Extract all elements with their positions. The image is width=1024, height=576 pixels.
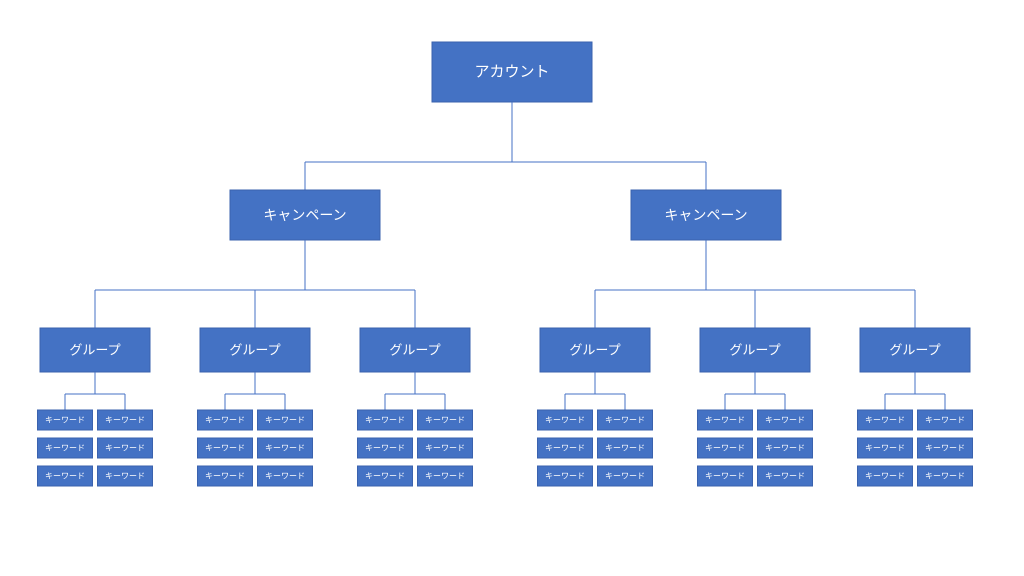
group-node-1-0: グループ: [540, 328, 650, 372]
keyword-node-0-0-1-1: キーワード: [98, 438, 153, 458]
keyword-node-0-2-0-0: キーワード: [358, 410, 413, 430]
keyword-node-0-0-1-0: キーワード: [38, 438, 93, 458]
group-node-0-0-label: グループ: [69, 343, 120, 358]
keyword-node-1-2-2-1-label: キーワード: [925, 472, 965, 481]
group-node-1-2: グループ: [860, 328, 970, 372]
keyword-node-0-0-2-1: キーワード: [98, 466, 153, 486]
keyword-node-0-2-2-1: キーワード: [418, 466, 473, 486]
account-node: アカウント: [432, 42, 592, 102]
keyword-node-0-1-1-1-label: キーワード: [265, 444, 305, 453]
keyword-node-1-2-0-0: キーワード: [858, 410, 913, 430]
group-node-1-1-label: グループ: [729, 343, 780, 358]
keyword-node-0-0-2-0: キーワード: [38, 466, 93, 486]
keyword-node-1-0-0-0-label: キーワード: [545, 416, 585, 425]
campaign-node-0-label: キャンペーン: [263, 207, 346, 223]
keyword-node-1-2-0-1: キーワード: [918, 410, 973, 430]
keyword-node-1-1-1-0: キーワード: [698, 438, 753, 458]
keyword-node-1-2-1-1: キーワード: [918, 438, 973, 458]
keyword-node-1-1-1-1-label: キーワード: [765, 444, 805, 453]
keyword-node-0-2-0-1: キーワード: [418, 410, 473, 430]
account-node-label: アカウント: [474, 64, 549, 81]
keyword-node-0-2-1-1: キーワード: [418, 438, 473, 458]
keyword-node-0-0-0-1: キーワード: [98, 410, 153, 430]
keyword-node-1-1-0-0: キーワード: [698, 410, 753, 430]
keyword-node-1-0-2-1: キーワード: [598, 466, 653, 486]
group-node-0-2-label: グループ: [389, 343, 440, 358]
keyword-node-1-2-0-1-label: キーワード: [925, 416, 965, 425]
keyword-node-0-1-2-1: キーワード: [258, 466, 313, 486]
keyword-node-0-2-0-1-label: キーワード: [425, 416, 465, 425]
keyword-node-0-0-0-0-label: キーワード: [45, 416, 85, 425]
keyword-node-1-1-2-0-label: キーワード: [705, 472, 745, 481]
keyword-node-0-0-1-1-label: キーワード: [105, 444, 145, 453]
keyword-node-0-1-0-1-label: キーワード: [265, 416, 305, 425]
keyword-node-1-1-0-1: キーワード: [758, 410, 813, 430]
keyword-node-1-0-0-1: キーワード: [598, 410, 653, 430]
keyword-node-0-1-1-1: キーワード: [258, 438, 313, 458]
campaign-node-1-label: キャンペーン: [664, 207, 747, 223]
keyword-node-0-1-0-0-label: キーワード: [205, 416, 245, 425]
keyword-node-0-0-2-0-label: キーワード: [45, 472, 85, 481]
keyword-node-1-0-1-0: キーワード: [538, 438, 593, 458]
keyword-node-1-0-0-1-label: キーワード: [605, 416, 645, 425]
group-node-0-2: グループ: [360, 328, 470, 372]
keyword-node-1-2-2-1: キーワード: [918, 466, 973, 486]
group-node-1-1: グループ: [700, 328, 810, 372]
keyword-node-0-0-0-0: キーワード: [38, 410, 93, 430]
keyword-node-0-0-2-1-label: キーワード: [105, 472, 145, 481]
keyword-node-1-1-0-0-label: キーワード: [705, 416, 745, 425]
group-node-1-2-label: グループ: [889, 343, 940, 358]
keyword-node-0-2-1-1-label: キーワード: [425, 444, 465, 453]
keyword-node-1-1-2-1-label: キーワード: [765, 472, 805, 481]
keyword-node-0-1-2-1-label: キーワード: [265, 472, 305, 481]
group-node-0-1-label: グループ: [229, 343, 280, 358]
keyword-node-0-2-0-0-label: キーワード: [365, 416, 405, 425]
keyword-node-0-2-1-0-label: キーワード: [365, 444, 405, 453]
keyword-node-0-2-2-0-label: キーワード: [365, 472, 405, 481]
hierarchy-diagram: アカウントキャンペーン キャンペーングループ グループ グループ グループ グループ グルー…: [0, 0, 1024, 576]
keyword-node-1-1-2-0: キーワード: [698, 466, 753, 486]
keyword-node-1-0-0-0: キーワード: [538, 410, 593, 430]
keyword-node-1-2-2-0: キーワード: [858, 466, 913, 486]
keyword-node-0-1-2-0-label: キーワード: [205, 472, 245, 481]
campaign-node-0: キャンペーン: [230, 190, 380, 240]
keyword-node-0-1-1-0-label: キーワード: [205, 444, 245, 453]
keyword-node-1-2-1-0: キーワード: [858, 438, 913, 458]
keyword-node-0-2-2-0: キーワード: [358, 466, 413, 486]
keyword-node-0-2-2-1-label: キーワード: [425, 472, 465, 481]
keyword-node-1-1-1-0-label: キーワード: [705, 444, 745, 453]
keyword-node-0-2-1-0: キーワード: [358, 438, 413, 458]
keyword-node-0-0-0-1-label: キーワード: [105, 416, 145, 425]
group-node-0-0: グループ: [40, 328, 150, 372]
keyword-node-1-2-1-1-label: キーワード: [925, 444, 965, 453]
keyword-node-0-1-0-1: キーワード: [258, 410, 313, 430]
keyword-node-1-1-2-1: キーワード: [758, 466, 813, 486]
keyword-node-1-1-1-1: キーワード: [758, 438, 813, 458]
group-node-1-0-label: グループ: [569, 343, 620, 358]
keyword-node-1-0-2-1-label: キーワード: [605, 472, 645, 481]
keyword-node-1-1-0-1-label: キーワード: [765, 416, 805, 425]
keyword-node-0-1-1-0: キーワード: [198, 438, 253, 458]
keyword-node-1-0-1-1: キーワード: [598, 438, 653, 458]
keyword-node-0-1-0-0: キーワード: [198, 410, 253, 430]
keyword-node-1-0-2-0: キーワード: [538, 466, 593, 486]
keyword-node-0-0-1-0-label: キーワード: [45, 444, 85, 453]
keyword-node-1-2-2-0-label: キーワード: [865, 472, 905, 481]
keyword-node-1-0-1-1-label: キーワード: [605, 444, 645, 453]
group-node-0-1: グループ: [200, 328, 310, 372]
keyword-node-1-0-2-0-label: キーワード: [545, 472, 585, 481]
campaign-node-1: キャンペーン: [631, 190, 781, 240]
keyword-node-1-2-0-0-label: キーワード: [865, 416, 905, 425]
keyword-node-0-1-2-0: キーワード: [198, 466, 253, 486]
keyword-node-1-0-1-0-label: キーワード: [545, 444, 585, 453]
keyword-node-1-2-1-0-label: キーワード: [865, 444, 905, 453]
